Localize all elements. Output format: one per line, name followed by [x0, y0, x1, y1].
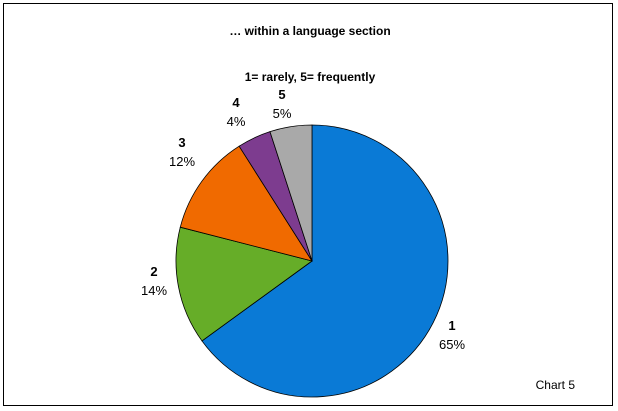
- chart-subtitle: 1= rarely, 5= frequently: [245, 70, 376, 84]
- slice-value-4: 4%: [227, 114, 246, 129]
- slice-label-2: 2: [150, 264, 157, 279]
- pie-slice-5: [269, 124, 313, 262]
- slice-label-3: 3: [178, 135, 185, 150]
- pie-labels: 1 65% 2 14% 3 12% 4 4% 5 5%: [141, 87, 465, 352]
- pie-slice-3: [179, 145, 313, 262]
- pie-slice-2: [175, 226, 313, 342]
- slice-value-3: 12%: [169, 154, 195, 169]
- slice-label-5: 5: [278, 87, 285, 102]
- pie-slices: [175, 124, 449, 398]
- slice-value-1: 65%: [439, 337, 465, 352]
- slice-value-2: 14%: [141, 283, 167, 298]
- slice-label-1: 1: [448, 318, 455, 333]
- chart-title: … within a language section: [229, 24, 390, 38]
- slice-label-4: 4: [232, 95, 240, 110]
- slice-value-5: 5%: [273, 106, 292, 121]
- pie-slice-1: [201, 124, 449, 398]
- chart-note: Chart 5: [536, 378, 576, 392]
